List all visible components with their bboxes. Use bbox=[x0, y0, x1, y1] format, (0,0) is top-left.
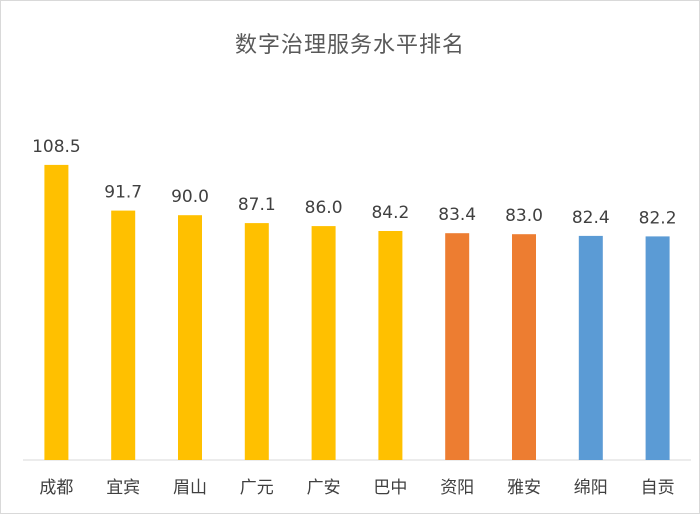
value-label-7: 83.4 bbox=[438, 205, 476, 225]
value-label-1: 108.5 bbox=[32, 137, 81, 157]
bar-9 bbox=[578, 235, 603, 460]
category-label-9: 绵阳 bbox=[574, 478, 608, 498]
bar-2 bbox=[111, 210, 136, 460]
value-label-8: 83.0 bbox=[505, 206, 543, 226]
category-label-10: 自贡 bbox=[641, 478, 675, 498]
value-label-6: 84.2 bbox=[371, 203, 409, 223]
value-label-2: 91.7 bbox=[104, 183, 142, 203]
bar-6 bbox=[378, 231, 403, 460]
value-label-4: 87.1 bbox=[238, 195, 276, 215]
bar-8 bbox=[512, 234, 536, 460]
value-label-9: 82.4 bbox=[572, 208, 610, 228]
category-label-7: 资阳 bbox=[440, 478, 474, 498]
category-label-8: 雅安 bbox=[507, 478, 541, 498]
category-label-6: 巴中 bbox=[373, 478, 407, 498]
bar-10 bbox=[645, 236, 670, 460]
bar-4 bbox=[244, 223, 269, 460]
bar-1 bbox=[44, 164, 69, 460]
category-label-2: 宜宾 bbox=[106, 478, 140, 498]
value-label-10: 82.2 bbox=[639, 208, 677, 228]
bar-7 bbox=[445, 233, 470, 460]
chart-title: 数字治理服务水平排名 bbox=[234, 33, 465, 58]
value-label-3: 90.0 bbox=[171, 187, 209, 207]
bar-5 bbox=[311, 226, 336, 460]
bar-3 bbox=[178, 215, 202, 460]
category-label-3: 眉山 bbox=[173, 478, 207, 498]
category-label-5: 广安 bbox=[307, 478, 341, 498]
category-label-4: 广元 bbox=[240, 478, 274, 498]
value-label-5: 86.0 bbox=[305, 198, 343, 218]
category-label-1: 成都 bbox=[39, 478, 73, 498]
